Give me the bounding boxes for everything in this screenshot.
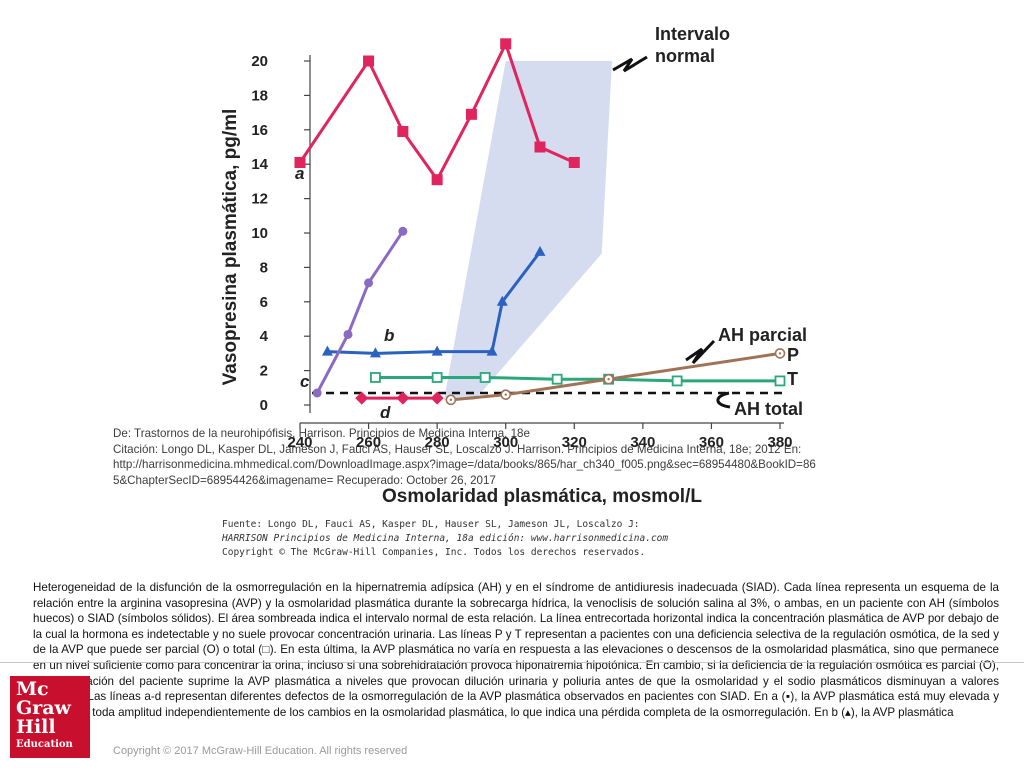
x-tick-label-380: 380 bbox=[767, 434, 792, 451]
series-T-point-5 bbox=[671, 375, 683, 387]
series-d-point-0 bbox=[355, 391, 369, 405]
source-line-3: Copyright © The McGraw-Hill Companies, I… bbox=[222, 547, 645, 558]
series-a-point-3 bbox=[431, 174, 443, 186]
series-b-point-4 bbox=[496, 295, 508, 306]
series-b-point-3 bbox=[486, 345, 498, 356]
logo-line-2: Graw bbox=[16, 697, 71, 719]
figure-caption: Heterogeneidad de la disfunción de la os… bbox=[33, 580, 999, 720]
caption-text: Heterogeneidad de la disfunción de la os… bbox=[33, 581, 999, 719]
axes: 240 260 280 300 320 340 360 380 0 2 4 6 8 10 12 14 16 18 2… bbox=[251, 53, 792, 451]
series bbox=[294, 38, 786, 406]
series-b-point-5 bbox=[534, 245, 546, 256]
divider bbox=[0, 662, 1024, 663]
x-tick-label-280: 280 bbox=[425, 434, 450, 451]
normal-range-label-1: Intervalo bbox=[655, 24, 730, 44]
series-b-point-0 bbox=[321, 345, 333, 356]
series-P-point-1 bbox=[500, 389, 512, 400]
citation-line-1: De: Trastornos de la neurohipófisis, Har… bbox=[113, 427, 530, 440]
series-label-d: d bbox=[380, 403, 391, 422]
ah-total-pointer bbox=[716, 391, 731, 409]
series-c-line bbox=[315, 230, 405, 394]
copyright: Copyright © 2017 McGraw-Hill Education. … bbox=[113, 745, 408, 757]
y-tick-label-14: 14 bbox=[251, 156, 268, 173]
mcgraw-hill-logo: Mc Graw Hill Education bbox=[10, 676, 90, 758]
y-axis-label: Vasopresina plasmática, pg/ml bbox=[220, 109, 241, 386]
x-tick-label-340: 340 bbox=[630, 434, 655, 451]
source-line-1: Fuente: Longo DL, Fauci AS, Kasper DL, H… bbox=[222, 519, 640, 530]
citation-line-4: 5&ChapterSecID=68954426&imagename= Recup… bbox=[113, 473, 496, 487]
x-tick-label-260: 260 bbox=[356, 434, 381, 451]
series-label-b: b bbox=[384, 326, 394, 345]
series-c-point-0 bbox=[312, 388, 322, 398]
logo-line-4: Education bbox=[16, 739, 73, 750]
y-tick-label-4: 4 bbox=[260, 328, 269, 345]
series-P-point-3 bbox=[774, 348, 786, 359]
y-tick-label-2: 2 bbox=[260, 363, 268, 380]
series-a-point-5 bbox=[500, 38, 512, 50]
normal-range-pointer bbox=[612, 55, 648, 73]
ah-parcial-label: AH parcial bbox=[718, 325, 807, 345]
series-a-point-2 bbox=[397, 126, 409, 138]
series-a-point-1 bbox=[363, 55, 375, 67]
series-P-line bbox=[450, 351, 781, 402]
series-T-point-3 bbox=[551, 373, 563, 385]
series-b-point-1 bbox=[369, 347, 381, 358]
y-tick-label-8: 8 bbox=[260, 259, 268, 276]
x-tick-label-240: 240 bbox=[287, 434, 312, 451]
series-label-P: P bbox=[787, 345, 799, 365]
series-P-point-2 bbox=[603, 373, 614, 385]
series-P-point-2-dot bbox=[607, 378, 610, 381]
series-P-point-0 bbox=[445, 394, 457, 406]
series-T-point-1 bbox=[431, 372, 443, 383]
series-c-point-2 bbox=[364, 278, 374, 288]
series-a-point-6 bbox=[534, 141, 546, 153]
y-tick-label-12: 12 bbox=[251, 191, 268, 208]
series-P-point-3-dot bbox=[778, 352, 782, 355]
y-tick-label-16: 16 bbox=[251, 122, 268, 139]
series-T-point-0 bbox=[370, 372, 381, 383]
y-tick-label-0: 0 bbox=[260, 397, 268, 414]
series-b-line bbox=[327, 251, 542, 355]
x-tick-label-300: 300 bbox=[493, 434, 518, 451]
series-label-c: c bbox=[300, 372, 310, 391]
series-a-point-7 bbox=[568, 156, 580, 168]
y-tick-label-6: 6 bbox=[260, 294, 268, 311]
chart-svg: 240 260 280 300 320 340 360 380 0 2 4 6 8 10 12 14 16 18 2… bbox=[220, 24, 807, 558]
series-T-point-2 bbox=[479, 372, 491, 383]
series-b-point-2 bbox=[431, 345, 443, 356]
series-d-point-1 bbox=[396, 391, 410, 405]
series-d-point-2 bbox=[430, 391, 444, 405]
series-c-point-1 bbox=[343, 329, 353, 339]
x-tick-label-320: 320 bbox=[562, 434, 587, 451]
citation-line-2: Citación: Longo DL, Kasper DL, Jameson J… bbox=[113, 442, 802, 456]
x-tick-label-360: 360 bbox=[699, 434, 724, 451]
logo-line-1: Mc bbox=[16, 678, 49, 700]
series-label-a: a bbox=[295, 164, 304, 183]
series-c-point-3 bbox=[398, 226, 408, 236]
series-T-point-6 bbox=[774, 375, 786, 387]
normal-range-polygon bbox=[444, 61, 612, 400]
citation-line-3[interactable]: http://harrisonmedicina.mhmedical.com/Do… bbox=[113, 458, 816, 472]
series-P-point-1-dot bbox=[504, 393, 507, 396]
series-a-point-0 bbox=[294, 156, 306, 168]
chart: 240 260 280 300 320 340 360 380 0 2 4 6 8 10 12 14 16 18 2… bbox=[200, 15, 810, 570]
citation: De: Trastornos de la neurohipófisis, Har… bbox=[113, 426, 1013, 488]
series-a-line bbox=[298, 39, 575, 183]
series-a-point-4 bbox=[465, 108, 477, 120]
y-tick-label-10: 10 bbox=[251, 225, 268, 242]
y-tick-label-20: 20 bbox=[251, 53, 268, 70]
source-line-2: HARRISON Principios de Medicina Interna,… bbox=[221, 533, 668, 544]
normal-range-label-2: normal bbox=[655, 46, 715, 66]
ah-total-label: AH total bbox=[734, 399, 803, 419]
series-P-point-0-dot bbox=[449, 398, 453, 402]
logo-line-3: Hill bbox=[16, 716, 56, 738]
series-label-T: T bbox=[787, 369, 798, 389]
x-axis-label: Osmolaridad plasmática, mosmol/L bbox=[382, 486, 702, 507]
normal-range-area bbox=[444, 61, 612, 400]
y-tick-label-18: 18 bbox=[251, 87, 268, 104]
ah-parcial-pointer bbox=[685, 339, 716, 365]
